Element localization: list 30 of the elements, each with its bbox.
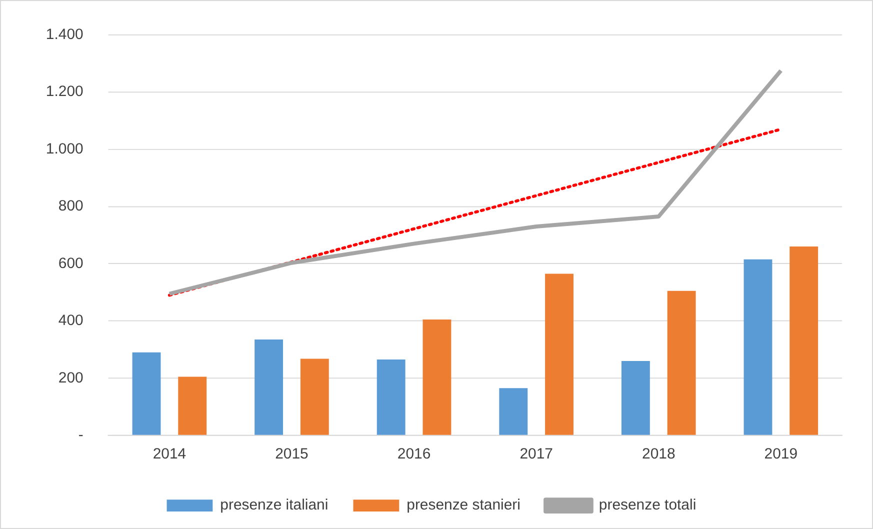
bar	[499, 388, 528, 435]
bar	[744, 259, 772, 435]
x-tick-label: 2016	[397, 445, 431, 462]
x-tick-label: 2014	[152, 445, 186, 462]
y-tick-label: 1.000	[46, 140, 84, 158]
bar	[254, 340, 284, 435]
y-tick-label: 400	[58, 312, 84, 330]
x-tick-label: 2015	[275, 445, 308, 462]
bar	[178, 376, 207, 435]
bar	[132, 352, 161, 435]
legend-label: presenze stanieri	[406, 496, 520, 514]
y-tick-label: 800	[58, 198, 84, 215]
x-tick-label: 2019	[764, 445, 798, 462]
x-tick-label: 2017	[520, 445, 553, 462]
legend-label: presenze totali	[598, 496, 696, 514]
line-series	[168, 128, 782, 297]
legend-label: presenze italiani	[220, 496, 328, 514]
bar	[376, 360, 406, 435]
bar	[545, 274, 574, 435]
bar	[667, 290, 696, 435]
bar	[300, 358, 329, 435]
y-tick-label: 600	[58, 254, 84, 272]
x-tick-label: 2018	[642, 445, 676, 462]
y-tick-label: 1.400	[46, 26, 84, 43]
y-tick-label: 200	[58, 369, 84, 386]
y-tick-label: 1.200	[46, 83, 84, 100]
bar	[422, 320, 452, 435]
bar	[790, 246, 818, 435]
bar	[621, 360, 650, 435]
y-tick-label: -	[78, 426, 84, 444]
